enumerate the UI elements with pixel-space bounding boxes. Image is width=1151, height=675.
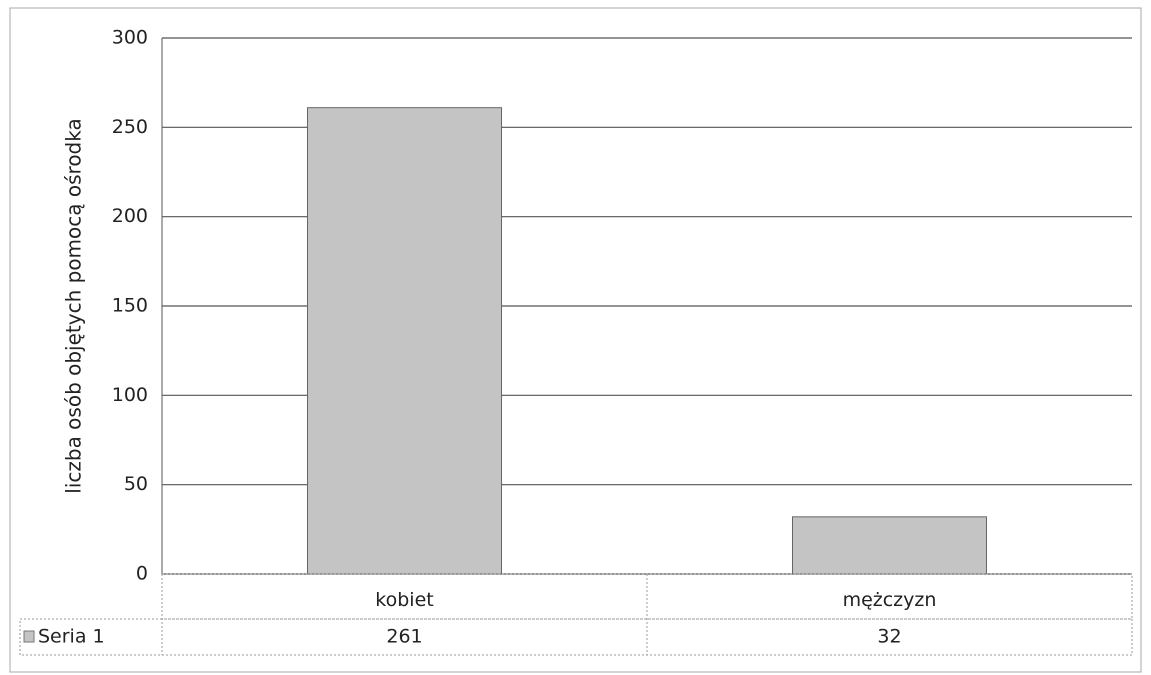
legend-label: Seria 1 bbox=[38, 626, 105, 648]
x-tick-label: mężczyzn bbox=[843, 589, 937, 611]
table-header bbox=[161, 573, 1133, 620]
y-tick-label: 200 bbox=[112, 205, 148, 227]
y-tick-label: 150 bbox=[112, 295, 148, 317]
y-axis-label: liczba osób objętych pomocą ośrodka bbox=[62, 118, 86, 493]
table-row bbox=[19, 618, 1133, 656]
bar bbox=[307, 107, 502, 575]
y-tick-label: 100 bbox=[112, 384, 148, 406]
table-value: 261 bbox=[386, 626, 422, 648]
chart-border bbox=[9, 7, 1142, 673]
bar bbox=[792, 516, 987, 575]
y-tick-label: 50 bbox=[124, 473, 148, 495]
y-tick-label: 0 bbox=[136, 563, 148, 585]
y-tick-label: 250 bbox=[112, 116, 148, 138]
y-tick-label: 300 bbox=[112, 27, 148, 49]
legend-key bbox=[23, 630, 35, 643]
table-value: 32 bbox=[877, 626, 901, 648]
x-tick-label: kobiet bbox=[375, 589, 433, 611]
